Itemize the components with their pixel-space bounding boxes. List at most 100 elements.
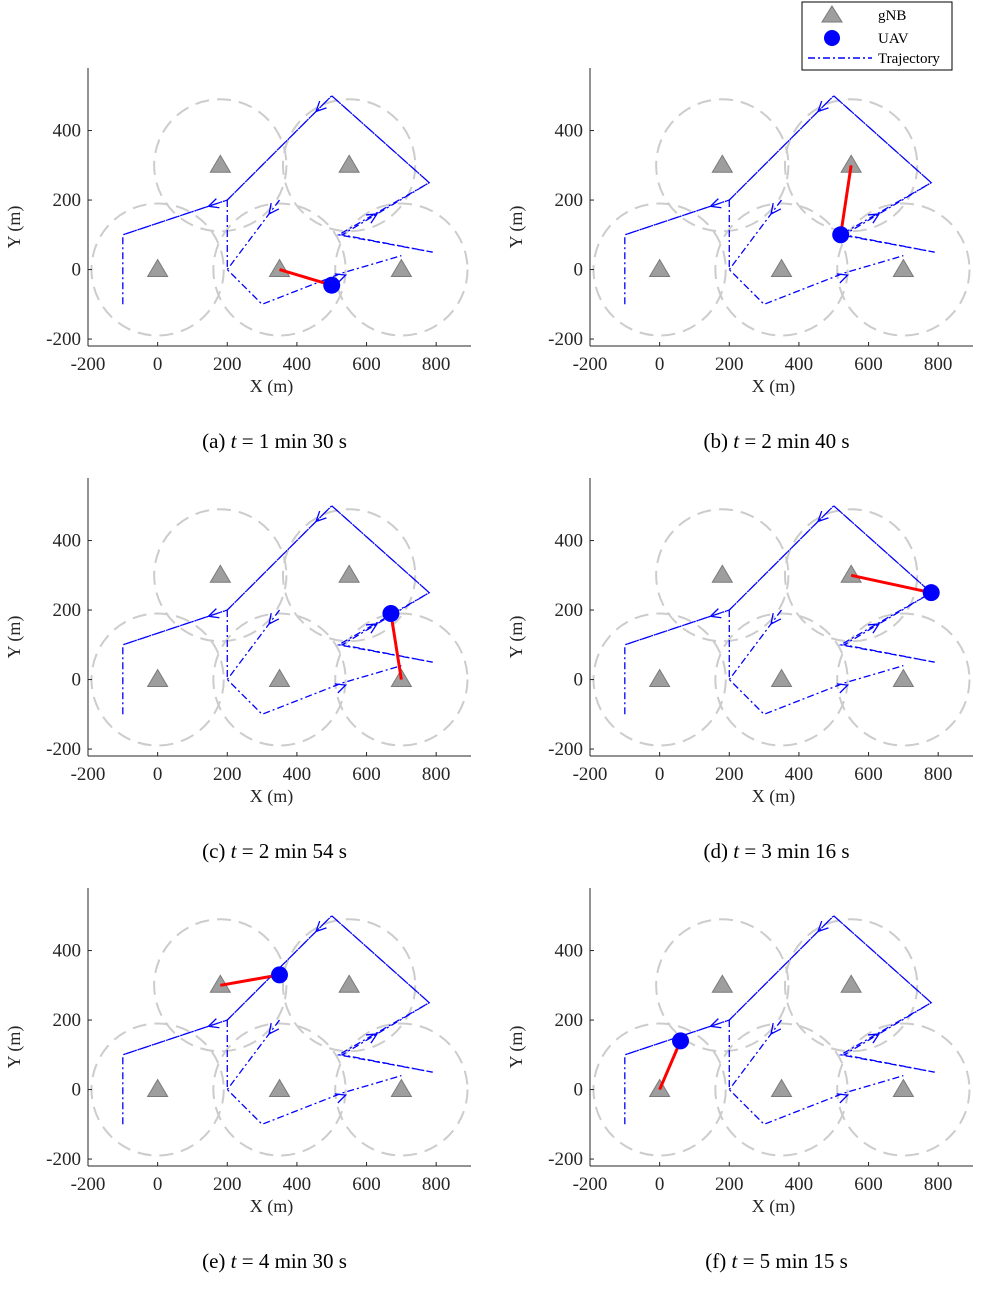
x-tick-label: 0 xyxy=(655,354,665,375)
caption-time: = 4 min 30 s xyxy=(236,1249,346,1273)
coverage-circle xyxy=(783,98,919,233)
uav-marker xyxy=(323,276,341,294)
trajectory-branch-line xyxy=(226,199,281,270)
x-tick-label: 200 xyxy=(715,764,744,785)
coverage-circle xyxy=(836,1022,971,1157)
serving-link-line xyxy=(220,973,280,987)
y-tick-label: 400 xyxy=(53,531,82,552)
x-tick-label: 400 xyxy=(785,354,814,375)
caption-time: = 3 min 16 s xyxy=(739,839,849,863)
trajectory-branch-line xyxy=(226,609,281,680)
y-tick-label: -200 xyxy=(46,1149,81,1170)
gnb-marker-icon xyxy=(892,1078,915,1098)
x-tick-label: -200 xyxy=(573,764,608,785)
gnb-marker-icon xyxy=(338,564,361,583)
coverage-circle xyxy=(212,612,347,747)
coverage-circle xyxy=(212,202,347,337)
coverage-circle xyxy=(334,202,469,337)
plot-area xyxy=(592,914,971,1157)
trajectory-arrow-icon xyxy=(867,213,881,224)
x-axis-label: X (m) xyxy=(250,786,294,807)
coverage-circle xyxy=(281,508,417,643)
serving-link-line xyxy=(279,268,333,287)
caption-time: = 1 min 30 s xyxy=(236,429,346,453)
y-axis-label: Y (m) xyxy=(506,1026,527,1069)
y-tick-label: 200 xyxy=(555,600,584,621)
legend-gnb-marker-icon xyxy=(821,5,843,23)
trajectory-arrow-icon xyxy=(867,623,881,634)
y-tick-label: 400 xyxy=(53,941,82,962)
x-axis-label: X (m) xyxy=(752,376,796,397)
trajectory-arrow-icon xyxy=(315,100,327,113)
caption-prefix: (b) xyxy=(703,429,733,453)
coverage-circle xyxy=(836,202,971,337)
trajectory-arrow-icon xyxy=(334,273,348,284)
gnb-marker-icon xyxy=(209,154,232,173)
coverage-circle xyxy=(153,98,288,233)
y-tick-label: 0 xyxy=(72,670,82,691)
x-tick-label: -200 xyxy=(573,1174,608,1195)
coverage-circle xyxy=(655,98,790,233)
gnb-marker-icon xyxy=(770,668,793,688)
x-tick-label: 400 xyxy=(283,1174,312,1195)
trajectory-branch-line xyxy=(728,199,783,270)
caption-prefix: (e) xyxy=(202,1249,231,1273)
gnb-marker-icon xyxy=(892,258,915,278)
gnb-marker-icon xyxy=(770,258,793,278)
coverage-circle xyxy=(153,918,288,1053)
legend-trajectory-label: Trajectory xyxy=(878,51,940,67)
serving-link-line xyxy=(850,573,932,595)
gnb-marker-icon xyxy=(338,974,361,993)
uav-marker xyxy=(672,1032,690,1050)
y-tick-label: 400 xyxy=(53,121,82,142)
coverage-circle xyxy=(153,508,288,643)
caption-time: = 2 min 40 s xyxy=(739,429,849,453)
y-axis-label: Y (m) xyxy=(506,206,527,249)
coverage-circle xyxy=(714,612,849,747)
coverage-circle xyxy=(212,1022,347,1157)
x-tick-label: 600 xyxy=(352,764,381,785)
x-tick-label: -200 xyxy=(71,1174,106,1195)
coverage-circle xyxy=(655,508,790,643)
x-tick-label: 400 xyxy=(785,764,814,785)
legend: gNB UAV Trajectory xyxy=(801,1,953,71)
coverage-circle xyxy=(783,508,919,643)
y-tick-label: -200 xyxy=(548,329,583,350)
x-tick-label: 600 xyxy=(854,354,883,375)
x-tick-label: -200 xyxy=(71,764,106,785)
caption-prefix: (d) xyxy=(703,839,733,863)
gnb-marker-icon xyxy=(390,1078,413,1098)
trajectory-arrow-icon xyxy=(315,920,327,933)
trajectory-loop-line xyxy=(226,1020,402,1126)
x-tick-label: 800 xyxy=(924,354,953,375)
trajectory-loop-line xyxy=(728,610,904,716)
trajectory-arrow-icon xyxy=(709,1018,722,1029)
y-axis-label: Y (m) xyxy=(506,616,527,659)
gnb-marker-icon xyxy=(711,564,734,583)
coverage-circle xyxy=(836,612,971,747)
x-tick-label: 200 xyxy=(715,354,744,375)
x-tick-label: 800 xyxy=(924,764,953,785)
x-tick-label: 0 xyxy=(153,764,163,785)
gnb-marker-icon xyxy=(711,974,734,993)
gnb-marker-icon xyxy=(146,668,169,688)
trajectory-arrow-icon xyxy=(365,1033,379,1044)
gnb-marker-icon xyxy=(268,1078,291,1098)
trajectory-arrow-icon xyxy=(836,273,850,284)
panel-caption: (d) t = 3 min 16 s xyxy=(703,839,849,863)
trajectory-arrow-icon xyxy=(817,100,829,113)
coverage-circle xyxy=(714,202,849,337)
caption-variable: t xyxy=(733,429,740,453)
x-tick-label: 800 xyxy=(924,1174,953,1195)
caption-prefix: (f) xyxy=(705,1249,731,1273)
caption-prefix: (a) xyxy=(202,429,231,453)
gnb-marker-icon xyxy=(209,564,232,583)
caption-time: = 2 min 54 s xyxy=(236,839,346,863)
y-tick-label: 200 xyxy=(53,600,82,621)
x-tick-label: 200 xyxy=(715,1174,744,1195)
caption-variable: t xyxy=(231,429,238,453)
y-tick-label: 200 xyxy=(555,190,584,211)
